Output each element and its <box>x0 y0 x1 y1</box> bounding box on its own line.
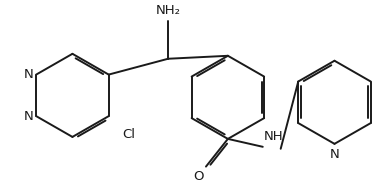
Text: N: N <box>23 110 33 123</box>
Text: Cl: Cl <box>122 128 136 141</box>
Text: O: O <box>193 170 204 183</box>
Text: NH₂: NH₂ <box>156 4 181 17</box>
Text: N: N <box>330 148 339 161</box>
Text: NH: NH <box>264 130 284 143</box>
Text: N: N <box>23 68 33 81</box>
